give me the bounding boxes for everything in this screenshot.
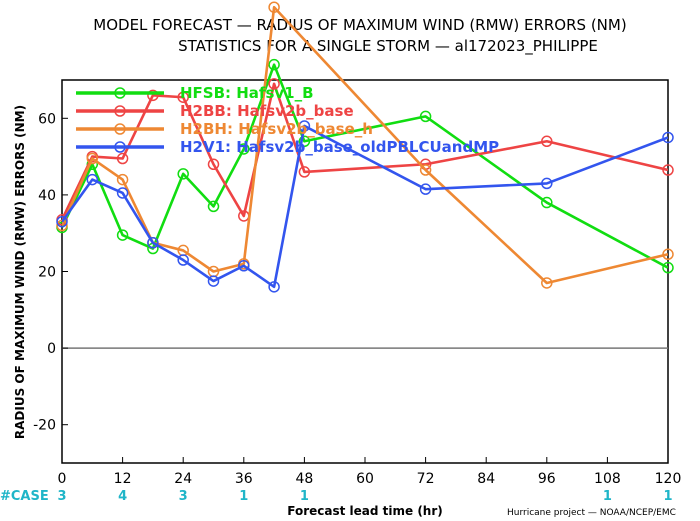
series-4 [56, 120, 674, 293]
data-point [147, 89, 159, 102]
x-tick-label: 96 [538, 471, 556, 487]
data-point [419, 164, 432, 176]
data-point [86, 152, 99, 165]
data-point [662, 248, 674, 261]
x-tick-label: 60 [356, 471, 374, 487]
case-count: 1 [239, 489, 248, 504]
data-point [207, 275, 220, 287]
case-count: 3 [179, 489, 188, 504]
legend-entry: H2BB: Hafsv2b_base [180, 102, 354, 120]
legend-swatch-marker [114, 123, 126, 135]
x-tick-label: 72 [417, 471, 435, 487]
legend-swatch-marker [114, 141, 126, 153]
x-tick-label: 108 [594, 471, 621, 487]
series-line [62, 5, 668, 285]
case-count: 1 [300, 489, 309, 504]
data-point [419, 183, 432, 195]
x-tick-label: 84 [477, 471, 495, 487]
data-point [541, 177, 553, 190]
data-point [298, 166, 311, 178]
x-tick-label: 36 [235, 471, 253, 487]
data-point [177, 168, 189, 180]
data-point [56, 215, 68, 228]
x-tick-label: 120 [655, 471, 682, 487]
x-tick-label: 24 [174, 471, 192, 487]
case-count: 4 [118, 489, 127, 504]
data-point [238, 260, 250, 272]
data-point [541, 277, 553, 289]
x-tick-label: 12 [114, 471, 132, 487]
data-point [268, 58, 280, 71]
data-point [298, 135, 311, 148]
y-tick-label: 0 [47, 341, 56, 357]
data-point [116, 152, 129, 165]
legend-entry: H2BH: Hafsv2b_base_h [180, 120, 373, 138]
case-label: #CASE [0, 489, 49, 504]
x-axis-label: Forecast lead time (hr) [287, 504, 443, 518]
data-point [147, 237, 159, 249]
case-count: 1 [663, 489, 672, 504]
data-point [116, 187, 129, 199]
x-tick-label: 48 [295, 471, 313, 487]
y-tick-label: 20 [38, 265, 56, 281]
legend-entry: HFSB: Hafsv1_B [180, 84, 314, 102]
data-point [419, 110, 432, 123]
y-axis-label: RADIUS OF MAXIMUM WIND (RMW) ERRORS (NM) [13, 105, 27, 439]
case-count: 1 [603, 489, 612, 504]
data-point [207, 158, 220, 171]
data-point [268, 78, 280, 90]
data-point [116, 173, 129, 186]
data-point [662, 164, 674, 176]
data-point [662, 131, 674, 144]
data-point [86, 173, 99, 186]
data-point [238, 143, 250, 155]
x-tick-label: 0 [58, 471, 67, 487]
credit-text: Hurricane project — NOAA/NCEP/EMC [507, 508, 676, 518]
data-point [541, 196, 553, 209]
y-tick-label: 40 [38, 188, 56, 204]
chart-subtitle: STATISTICS FOR A SINGLE STORM — al172023… [178, 37, 598, 56]
data-point [662, 261, 674, 274]
series-1 [56, 58, 674, 274]
legend-swatch-marker [114, 87, 126, 99]
y-tick-label: 60 [38, 111, 56, 127]
series-line [62, 63, 668, 269]
data-point [177, 91, 189, 103]
legend-entry: H2V1: Hafsv2b_base_oldPBLCUandMP [180, 138, 499, 156]
y-tick-label: -20 [33, 418, 56, 434]
data-point [207, 200, 220, 213]
data-point [298, 120, 311, 132]
data-point [541, 135, 553, 148]
data-point [116, 229, 129, 241]
data-point [268, 1, 280, 13]
chart-title: MODEL FORECAST — RADIUS OF MAXIMUM WIND … [93, 16, 626, 34]
legend-swatch-marker [114, 105, 126, 117]
case-count: 3 [57, 489, 66, 504]
data-point [177, 254, 189, 266]
data-point [268, 281, 280, 293]
